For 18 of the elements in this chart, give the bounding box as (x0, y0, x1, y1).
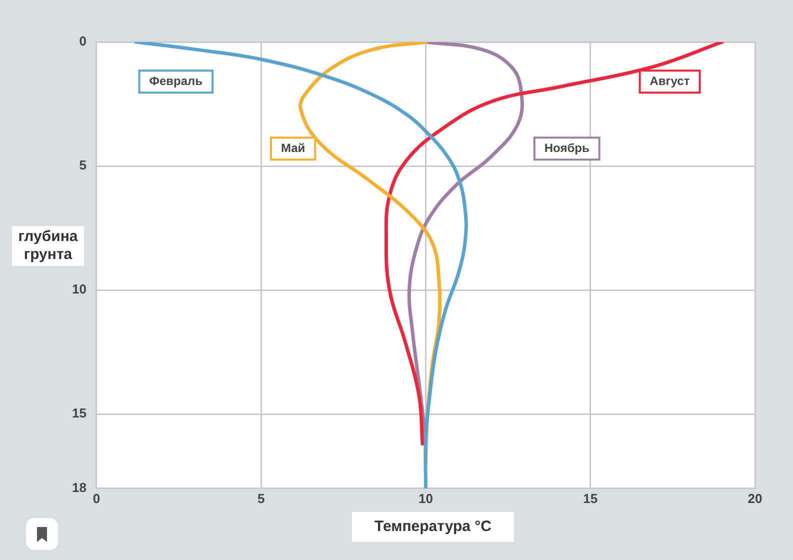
line-series (384, 42, 724, 446)
y-tick-label: 5 (79, 158, 86, 173)
y-tick-label: 18 (72, 480, 86, 495)
y-tick-label: 0 (79, 34, 86, 49)
y-axis-title: глубина грунта (12, 226, 84, 266)
x-tick-label: 0 (92, 490, 100, 506)
series-label: Май (280, 140, 306, 155)
y-tick-label: 15 (72, 406, 86, 421)
x-tick-label: 15 (583, 490, 598, 506)
x-tick-label: 5 (257, 490, 265, 506)
line-series (134, 42, 468, 488)
y-tick-label: 10 (72, 282, 86, 297)
x-axis-title: Температура °C (352, 512, 514, 542)
x-tick-label: 10 (418, 490, 433, 506)
x-tick-label: 20 (748, 490, 762, 506)
text: Ноябрь (544, 140, 590, 155)
series-label: Февраль (149, 74, 203, 88)
series-label: Август (650, 74, 690, 88)
